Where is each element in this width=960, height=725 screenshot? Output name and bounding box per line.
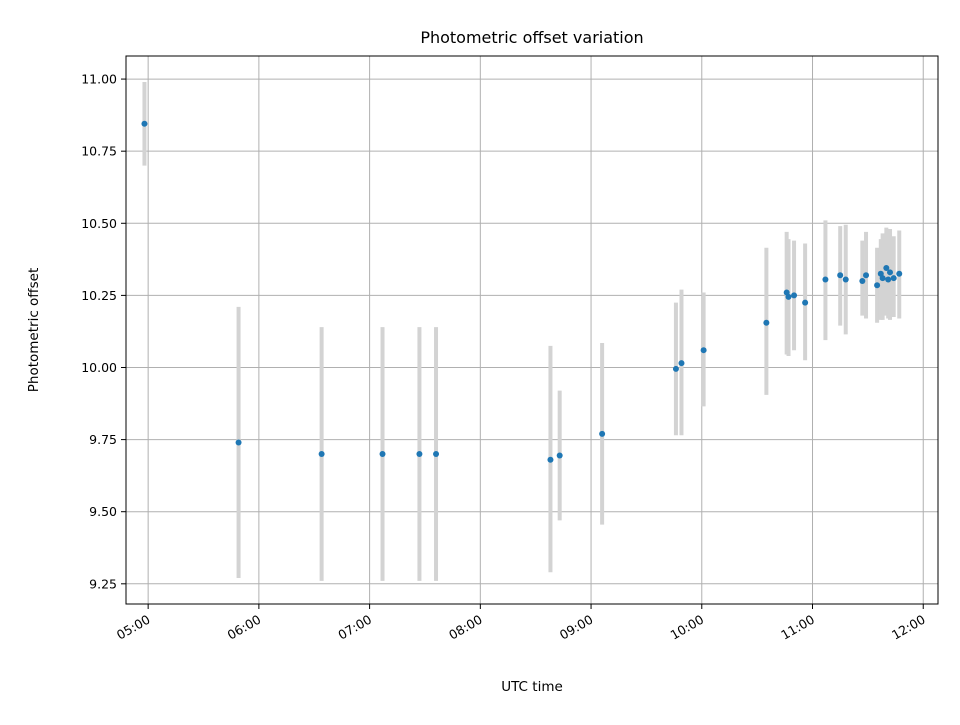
data-point [416,451,423,458]
x-axis-label: UTC time [501,679,563,695]
chart-title: Photometric offset variation [420,28,643,47]
y-tick-label: 10.25 [81,288,117,303]
data-point [433,451,440,458]
data-point [700,347,707,354]
data-point [837,272,844,279]
y-tick-label: 11.00 [81,72,117,87]
data-point [556,452,563,459]
grid-lines [126,56,938,604]
data-point [863,272,870,279]
y-tick-label: 10.75 [81,144,117,159]
data-point [235,439,242,446]
data-point [822,276,829,283]
data-point [785,293,792,300]
data-point [678,360,685,367]
data-point [379,451,386,458]
y-tick-label: 9.50 [89,504,117,519]
y-tick-label: 9.75 [89,432,117,447]
data-point [547,456,554,463]
data-point [599,430,606,437]
y-tick-label: 9.25 [89,576,117,591]
data-point [672,365,679,372]
plot-frame [125,55,939,605]
y-tick-label: 10.50 [81,216,117,231]
data-point [887,269,894,276]
data-point [874,282,881,289]
data-point [896,270,903,277]
data-point [802,299,809,306]
data-point [318,451,325,458]
y-tick-label: 10.00 [81,360,117,375]
y-axis-label: Photometric offset [26,268,42,392]
data-point [141,120,148,127]
data-point [883,264,890,271]
data-point [859,277,866,284]
data-point [890,275,897,282]
data-point [763,319,770,326]
data-point [791,292,798,299]
data-points [141,120,903,463]
data-point [842,276,849,283]
data-point [879,275,886,282]
data-point [885,276,892,283]
